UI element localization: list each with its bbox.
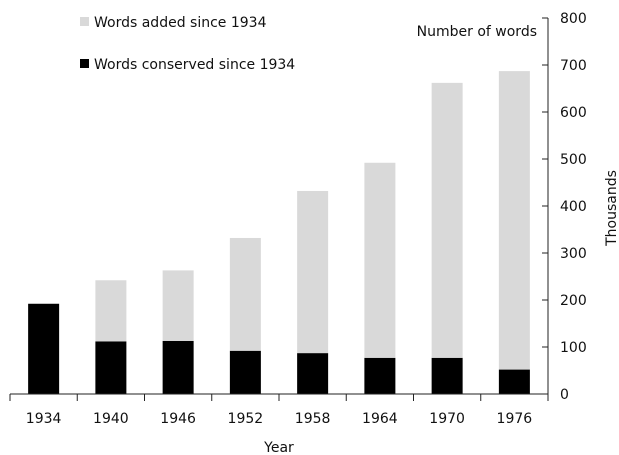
bar-conserved-1940 bbox=[95, 341, 127, 394]
bar-added-1958 bbox=[297, 190, 329, 354]
x-tick-label-1952: 1952 bbox=[228, 411, 264, 427]
bar-conserved-1964 bbox=[364, 357, 396, 394]
bar-added-1952 bbox=[229, 237, 261, 351]
x-tick-marks bbox=[9, 394, 549, 401]
y-tick-label-200: 200 bbox=[560, 293, 587, 309]
bar-conserved-1970 bbox=[431, 357, 463, 394]
y-tick-label-0: 0 bbox=[560, 387, 569, 403]
bar-conserved-1934 bbox=[28, 303, 60, 394]
y-tick-label-700: 700 bbox=[560, 58, 587, 74]
x-tick-label-1934: 1934 bbox=[26, 411, 62, 427]
bar-conserved-1958 bbox=[297, 353, 329, 394]
y-axis-title-top: Number of words bbox=[417, 24, 537, 40]
y-tick-label-400: 400 bbox=[560, 199, 587, 215]
x-axis-title: Year bbox=[263, 440, 294, 455]
x-tick-label-1940: 1940 bbox=[93, 411, 129, 427]
y-tick-labels: 0 100 200 300 400 500 600 700 800 bbox=[560, 11, 587, 403]
bar-conserved-1952 bbox=[229, 350, 261, 394]
bar-added-1964 bbox=[364, 162, 396, 358]
y-tick-label-600: 600 bbox=[560, 105, 587, 121]
legend: Words added since 1934 Words conserved s… bbox=[80, 15, 295, 73]
bar-added-1976 bbox=[498, 71, 530, 370]
x-tick-label-1976: 1976 bbox=[497, 411, 533, 427]
bar-conserved-1946 bbox=[162, 340, 194, 394]
y-tick-label-300: 300 bbox=[560, 246, 587, 262]
legend-swatch-added bbox=[80, 17, 89, 26]
y-tick-label-800: 800 bbox=[560, 11, 587, 27]
x-tick-label-1970: 1970 bbox=[429, 411, 465, 427]
y-tick-marks bbox=[542, 17, 548, 395]
bar-added-1946 bbox=[162, 270, 194, 341]
bar-conserved-1976 bbox=[498, 369, 530, 394]
bar-added-1970 bbox=[431, 82, 463, 358]
bars-group bbox=[28, 71, 530, 394]
x-tick-label-1946: 1946 bbox=[160, 411, 196, 427]
y-axis-title-rotated: Thousands bbox=[604, 170, 619, 247]
y-tick-label-100: 100 bbox=[560, 340, 587, 356]
legend-label-added: Words added since 1934 bbox=[94, 15, 267, 31]
x-tick-labels: 1934 1940 1946 1952 1958 1964 1970 1976 bbox=[26, 411, 532, 427]
x-tick-label-1958: 1958 bbox=[295, 411, 331, 427]
bar-added-1940 bbox=[95, 280, 127, 342]
legend-swatch-conserved bbox=[80, 59, 89, 68]
legend-label-conserved: Words conserved since 1934 bbox=[94, 57, 295, 73]
y-tick-label-500: 500 bbox=[560, 152, 587, 168]
x-tick-label-1964: 1964 bbox=[362, 411, 398, 427]
